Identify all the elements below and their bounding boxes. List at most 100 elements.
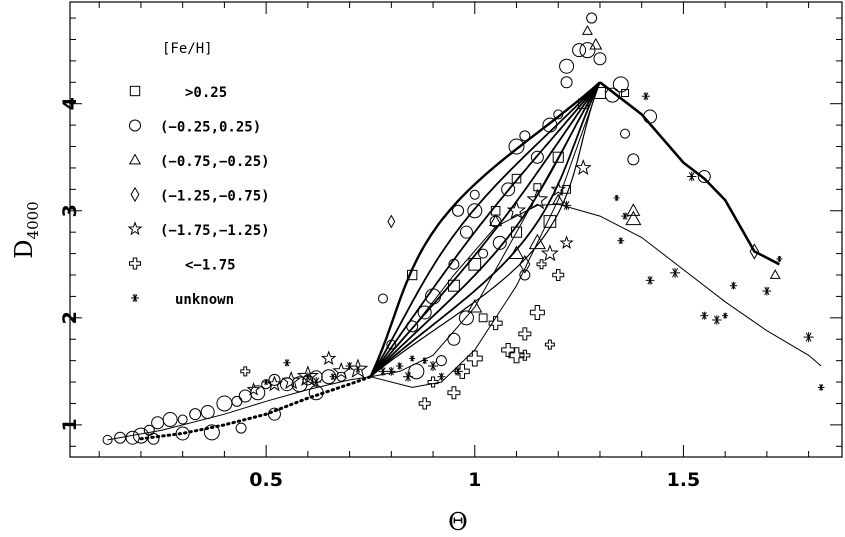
circle-point (200, 405, 215, 420)
circle-point (268, 373, 281, 386)
circle-point (559, 58, 575, 74)
y-tick-label: 2 (59, 311, 81, 324)
asterisk-point (311, 377, 322, 388)
model-curve-2 (139, 375, 372, 441)
square-point (468, 257, 482, 271)
asterisk-point (437, 372, 446, 381)
circle-point (216, 395, 233, 412)
legend-marker-square (129, 85, 141, 97)
asterisk-point (613, 194, 620, 201)
asterisk-point (700, 311, 709, 320)
asterisk-point (722, 312, 729, 319)
model-curve-4 (599, 81, 780, 266)
circle-point (447, 332, 461, 346)
circle-point (459, 225, 473, 239)
circle-point (697, 170, 711, 184)
triangle-point (769, 269, 781, 279)
star-point (526, 188, 549, 210)
asterisk-point (453, 366, 463, 377)
circle-point (643, 109, 658, 124)
circle-point (492, 235, 507, 250)
circle-point (235, 422, 247, 434)
circle-point (238, 389, 252, 403)
triangle-point (581, 25, 593, 35)
legend-entry: (−0.25,0.25) (129, 119, 261, 136)
model-loop-6 (369, 81, 601, 378)
asterisk-point (645, 276, 655, 285)
circle-point (612, 76, 629, 93)
circle-point (406, 320, 419, 333)
cross-point (552, 269, 565, 281)
y-axis-label-sub: 4000 (24, 201, 42, 239)
legend-entry: >0.25 (129, 85, 227, 101)
circle-point (501, 182, 516, 197)
legend-marker-diamond (130, 186, 140, 203)
x-tick-label: 1 (468, 469, 481, 491)
asterisk-point (670, 267, 681, 278)
asterisk-point (762, 286, 772, 296)
circle-point (132, 427, 149, 444)
square-point (407, 269, 418, 281)
tick-labels: 0.5 1 1.5 1 2 3 4 (59, 97, 700, 491)
model-curve-6 (370, 82, 601, 378)
circle-point (231, 395, 243, 407)
model-curve-1 (107, 376, 371, 441)
star-point (320, 350, 337, 366)
circle-point (572, 43, 587, 58)
cross-point (501, 342, 516, 357)
plot-area (102, 12, 825, 445)
legend-marker-star (127, 221, 143, 236)
x-tick-label: 1.5 (667, 469, 701, 491)
triangle-point (625, 210, 642, 226)
diamond-point (387, 214, 396, 229)
cross-point (454, 363, 470, 379)
circle-point (469, 189, 480, 200)
asterisk-point (617, 237, 625, 245)
asterisk-point (687, 171, 697, 182)
circle-point (519, 269, 531, 281)
triangle-point (552, 193, 565, 205)
asterisk-point (641, 92, 650, 101)
circle-point (519, 130, 531, 142)
circle-point (147, 432, 160, 445)
triangle-point (489, 214, 503, 227)
legend-label: >0.25 (185, 85, 227, 101)
y-tick-label: 4 (59, 97, 81, 110)
star-point (550, 181, 566, 196)
legend-marker-triangle (128, 153, 142, 165)
asterisk-point (329, 373, 337, 381)
cross-point (518, 327, 532, 341)
circle-point (203, 424, 220, 441)
diamond-point (519, 254, 531, 274)
asterisk-point (776, 255, 783, 262)
cross-point (488, 316, 503, 331)
triangle-point (528, 233, 546, 250)
x-tick-label: 0.5 (249, 469, 283, 491)
circle-point (125, 430, 140, 445)
legend-label: (−0.75,−0.25) (160, 154, 270, 170)
circle-point (291, 376, 308, 393)
circle-point (478, 248, 489, 259)
model-curve-3 (370, 203, 822, 378)
asterisk-point (803, 332, 814, 343)
legend-marker-asterisk (131, 294, 139, 302)
asterisk-point (345, 362, 354, 370)
star-point (281, 370, 301, 390)
circle-point (377, 293, 388, 304)
cross-point (519, 349, 531, 361)
triangle-point (626, 203, 641, 216)
star-point (266, 375, 283, 392)
legend-label: (−1.25,−0.75) (160, 189, 270, 205)
model-loop-7 (370, 82, 601, 378)
asterisk-point (403, 371, 414, 382)
circle-point (175, 426, 190, 441)
legend-marker-cross (129, 257, 141, 270)
circle-point (177, 414, 188, 425)
legend-entry: (−1.75,−1.25) (127, 221, 270, 239)
asterisk-point (263, 379, 270, 386)
circle-point (560, 76, 573, 89)
asterisk-point (561, 200, 572, 211)
y-axis-label-main: D (10, 239, 38, 258)
diamond-point (749, 243, 760, 260)
